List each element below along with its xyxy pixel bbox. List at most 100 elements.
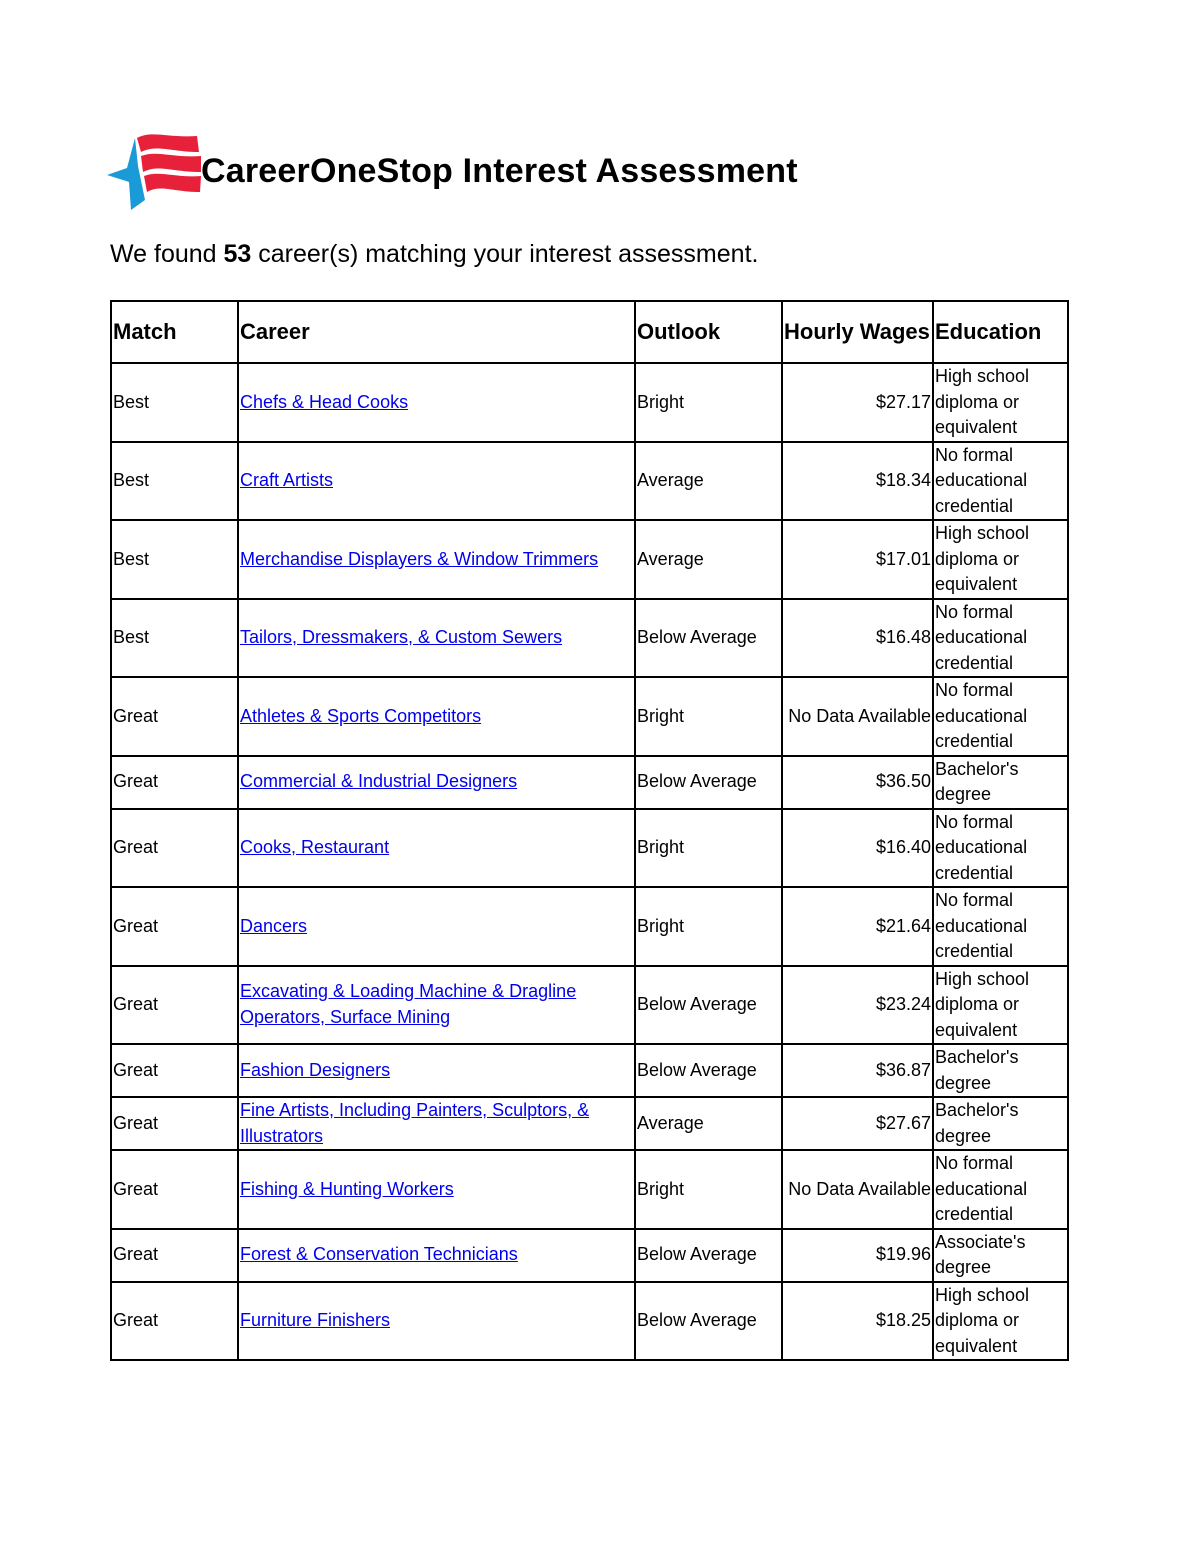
table-row: Best Tailors, Dressmakers, & Custom Sewer…: [110, 597, 1069, 678]
table-row: Great Fine Artists, Including Painters, S…: [110, 1096, 1069, 1151]
career-cell: Dancers: [237, 886, 636, 967]
career-cell: Excavating & Loading Machine & Dragline …: [237, 964, 636, 1045]
career-link[interactable]: Craft Artists: [240, 470, 334, 490]
career-link[interactable]: Dancers: [240, 915, 308, 936]
education-cell: Associate's degree: [932, 1227, 1069, 1283]
careers-table: Match Career Outlook Hourly Wages Education …: [110, 300, 1069, 1361]
outlook-cell: Below Average: [634, 1043, 783, 1098]
career-cell: Craft Artists: [237, 440, 636, 521]
outlook-cell: Below Average: [634, 964, 783, 1045]
education-cell: High school diploma or equivalent: [932, 519, 1069, 600]
table-row: Great Forest & Conservation Technicians Be…: [110, 1227, 1069, 1283]
education-cell: High school diploma or equivalent: [932, 964, 1069, 1045]
education-cell: No formal educational credential: [932, 676, 1069, 757]
career-link[interactable]: Excavating & Loading Machine & Dragline …: [240, 981, 577, 1027]
match-cell: Great: [110, 807, 239, 888]
wage-cell: No Data Available: [781, 676, 934, 757]
career-cell: Fishing & Hunting Workers: [237, 1149, 636, 1230]
wage-cell: $16.40: [781, 807, 934, 888]
career-cell: Merchandise Displayers & Window Trimmers: [237, 519, 636, 600]
table-row: Best Craft Artists Average $18.34 No formal …: [110, 440, 1069, 521]
wage-cell: $36.50: [781, 754, 934, 810]
wage-cell: $19.96: [781, 1227, 934, 1283]
career-link[interactable]: Chefs & Head Cooks: [240, 391, 409, 412]
education-cell: No formal educational credential: [932, 1149, 1069, 1230]
match-cell: Best: [110, 519, 239, 600]
outlook-cell: Average: [634, 440, 783, 521]
career-cell: Tailors, Dressmakers, & Custom Sewers: [237, 597, 636, 678]
education-cell: Bachelor's degree: [932, 1043, 1069, 1098]
education-cell: Bachelor's degree: [932, 754, 1069, 810]
education-cell: No formal educational credential: [932, 440, 1069, 521]
career-link[interactable]: Commercial & Industrial Designers: [240, 771, 518, 792]
career-cell: Athletes & Sports Competitors: [237, 676, 636, 757]
match-cell: Great: [110, 1043, 239, 1098]
wage-cell: $21.64: [781, 886, 934, 967]
column-header-match: Match: [110, 300, 239, 364]
career-cell: Furniture Finishers: [237, 1280, 636, 1361]
page-title: CareerOneStop Interest Assessment: [201, 151, 798, 190]
match-cell: Best: [110, 362, 239, 443]
column-header-career: Career: [237, 300, 636, 364]
outlook-cell: Below Average: [634, 1227, 783, 1283]
table-row: Great Commercial & Industrial Designers Be…: [110, 754, 1069, 810]
match-cell: Great: [110, 1227, 239, 1283]
results-summary: We found 53 career(s) matching your inte…: [110, 240, 758, 269]
table-row: Great Athletes & Sports Competitors Bright…: [110, 676, 1069, 757]
column-header-outlook: Outlook: [634, 300, 783, 364]
table-row: Great Furniture Finishers Below Average $18…: [110, 1280, 1069, 1361]
match-cell: Great: [110, 1280, 239, 1361]
wage-cell: $17.01: [781, 519, 934, 600]
outlook-cell: Below Average: [634, 597, 783, 678]
wage-cell: $18.25: [781, 1280, 934, 1361]
education-cell: No formal educational credential: [932, 807, 1069, 888]
career-cell: Forest & Conservation Technicians: [237, 1227, 636, 1283]
career-link[interactable]: Furniture Finishers: [240, 1310, 391, 1330]
wage-cell: $36.87: [781, 1043, 934, 1098]
column-header-education: Education: [932, 300, 1069, 364]
page-header: CareerOneStop Interest Assessment: [107, 130, 798, 212]
table-row: Great Fashion Designers Below Average $36.8…: [110, 1043, 1069, 1098]
outlook-cell: Bright: [634, 807, 783, 888]
career-cell: Cooks, Restaurant: [237, 807, 636, 888]
table-row: Best Chefs & Head Cooks Bright $27.17 High s…: [110, 362, 1069, 443]
wage-cell: $18.34: [781, 440, 934, 521]
outlook-cell: Bright: [634, 362, 783, 443]
wage-cell: $27.67: [781, 1096, 934, 1151]
career-link[interactable]: Fashion Designers: [240, 1059, 391, 1080]
outlook-cell: Bright: [634, 676, 783, 757]
match-cell: Best: [110, 440, 239, 521]
outlook-cell: Average: [634, 1096, 783, 1151]
career-link[interactable]: Tailors, Dressmakers, & Custom Sewers: [240, 627, 563, 647]
education-cell: No formal educational credential: [932, 886, 1069, 967]
career-cell: Chefs & Head Cooks: [237, 362, 636, 443]
career-link[interactable]: Fine Artists, Including Painters, Sculpt…: [240, 1100, 590, 1146]
table-row: Great Cooks, Restaurant Bright $16.40 No for…: [110, 807, 1069, 888]
match-cell: Great: [110, 676, 239, 757]
career-link[interactable]: Fishing & Hunting Workers: [240, 1178, 454, 1199]
outlook-cell: Bright: [634, 886, 783, 967]
table-row: Great Fishing & Hunting Workers Bright No D…: [110, 1149, 1069, 1230]
summary-prefix: We found: [110, 240, 224, 268]
table-row: Great Dancers Bright $21.64 No formal educat…: [110, 886, 1069, 967]
career-link[interactable]: Athletes & Sports Competitors: [240, 705, 482, 726]
career-link[interactable]: Forest & Conservation Technicians: [240, 1244, 518, 1265]
outlook-cell: Below Average: [634, 1280, 783, 1361]
career-link[interactable]: Cooks, Restaurant: [240, 837, 390, 857]
outlook-cell: Below Average: [634, 754, 783, 810]
outlook-cell: Average: [634, 519, 783, 600]
column-header-hourly-wages: Hourly Wages: [781, 300, 934, 364]
wage-cell: No Data Available: [781, 1149, 934, 1230]
wage-cell: $27.17: [781, 362, 934, 443]
education-cell: High school diploma or equivalent: [932, 362, 1069, 443]
match-cell: Great: [110, 964, 239, 1045]
match-cell: Great: [110, 754, 239, 810]
result-count: 53: [223, 240, 252, 268]
match-cell: Great: [110, 886, 239, 967]
outlook-cell: Bright: [634, 1149, 783, 1230]
table-row: Best Merchandise Displayers & Window Trim…: [110, 519, 1069, 600]
career-link[interactable]: Merchandise Displayers & Window Trimmers: [240, 548, 599, 569]
match-cell: Best: [110, 597, 239, 678]
table-header-row: Match Career Outlook Hourly Wages Education: [110, 300, 1069, 364]
career-cell: Commercial & Industrial Designers: [237, 754, 636, 810]
